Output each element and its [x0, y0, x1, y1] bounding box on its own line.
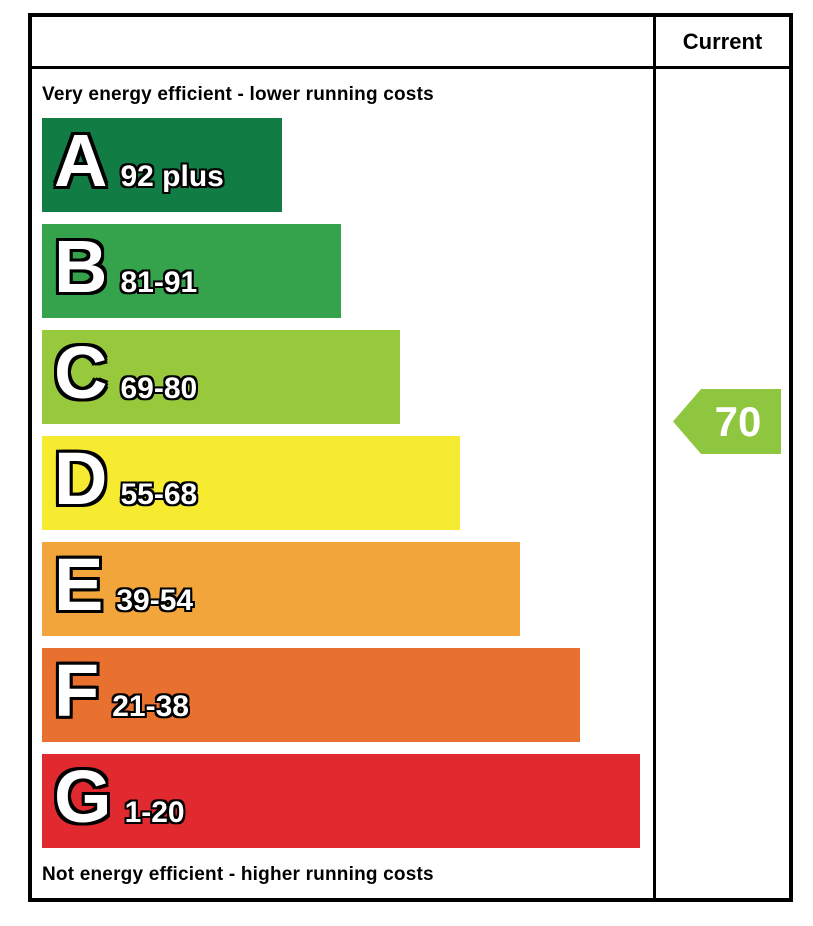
band-bar-C: C 69-80: [42, 330, 400, 424]
band-range-label: 92 plus: [120, 160, 224, 193]
rating-scale-cell: Very energy efficient - lower running co…: [32, 69, 656, 898]
band-range-label: 81-91: [120, 266, 198, 299]
band-range-label: 69-80: [120, 372, 198, 405]
header-row: Current: [32, 17, 789, 69]
header-spacer-cell: [32, 17, 656, 66]
band-letter: D: [54, 437, 108, 520]
band-bar-E: E 39-54: [42, 542, 520, 636]
band-letter: B: [54, 225, 108, 308]
current-column-header-label: Current: [682, 28, 763, 54]
current-column-header-cell: Current: [656, 17, 789, 66]
current-rating-value: 70: [714, 397, 762, 445]
band-bar-A: A 92 plus: [42, 118, 282, 212]
bottom-caption: Not energy efficient - higher running co…: [42, 864, 434, 885]
band-range-label: 39-54: [116, 584, 194, 617]
band-bar-F: F 21-38: [42, 648, 580, 742]
band-bar-B: B 81-91: [42, 224, 341, 318]
band-bar-G: G 1-20: [42, 754, 640, 848]
bands-container: A 92 plus B 81-91 C 69-80 D 55-68 E 39-54 F 21-38 G 1…: [42, 118, 653, 848]
band-letter: C: [54, 331, 108, 414]
top-caption: Very energy efficient - lower running co…: [42, 84, 434, 105]
band-letter: A: [54, 119, 108, 202]
band-letter: G: [54, 755, 112, 838]
band-range-label: 1-20: [124, 796, 185, 829]
body-row: Very energy efficient - lower running co…: [32, 69, 789, 898]
band-letter: E: [54, 543, 104, 626]
band-bar-D: D 55-68: [42, 436, 460, 530]
band-range-label: 55-68: [120, 478, 198, 511]
current-rating-arrow: 70: [673, 389, 781, 454]
band-letter: F: [54, 649, 100, 732]
band-range-label: 21-38: [112, 690, 189, 723]
epc-rating-chart: Current Very energy efficient - lower ru…: [28, 13, 793, 902]
current-rating-cell: 70: [656, 69, 789, 898]
